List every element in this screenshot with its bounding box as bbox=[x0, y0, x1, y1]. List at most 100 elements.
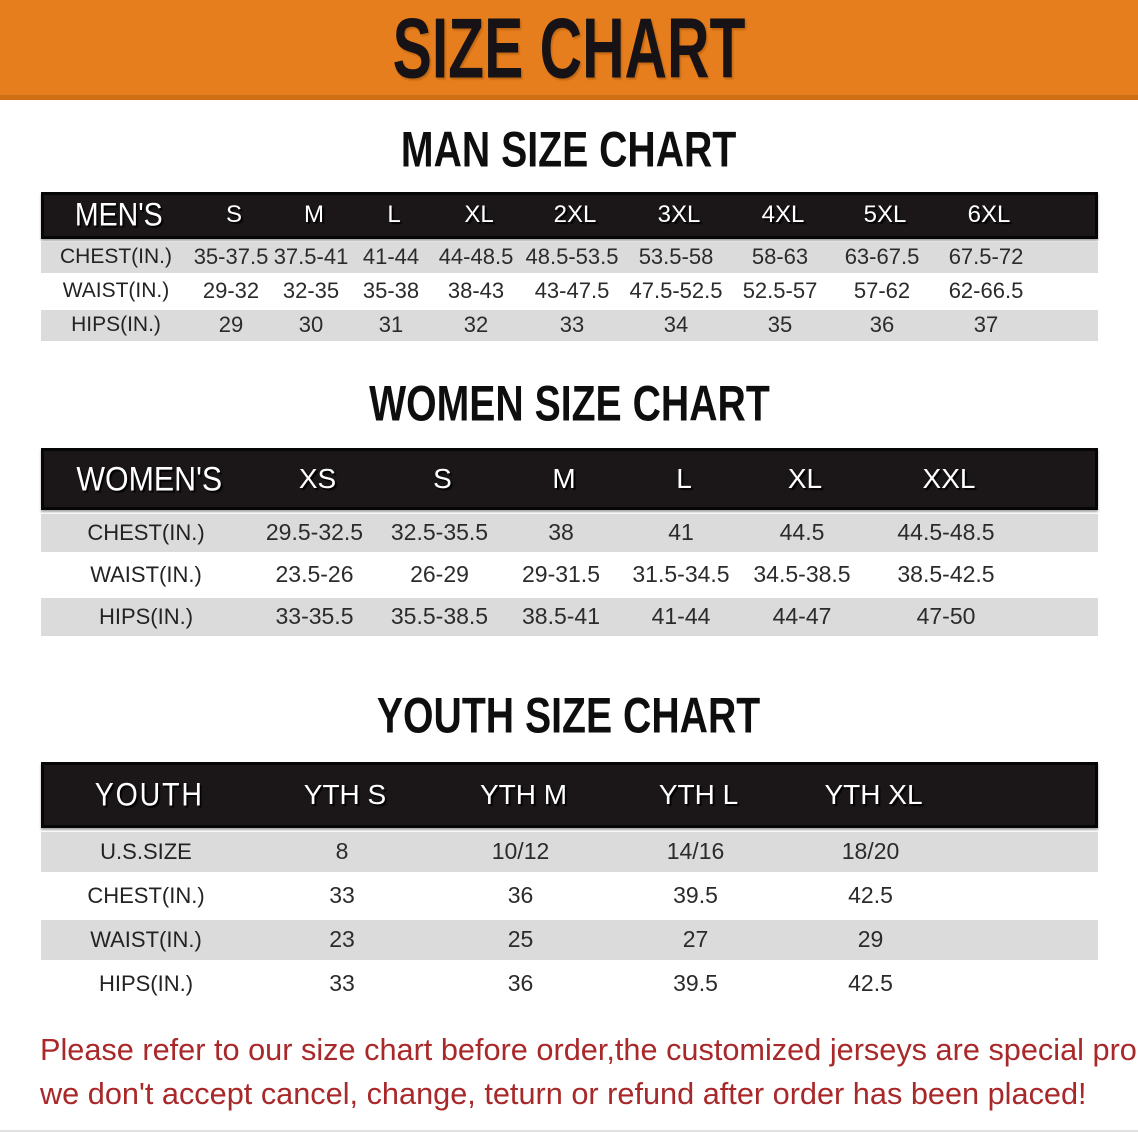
size-cell: 14/16 bbox=[666, 838, 725, 865]
size-cell: 44-48.5 bbox=[438, 244, 514, 270]
size-cell: 33 bbox=[329, 882, 355, 909]
size-cell: 53.5-58 bbox=[638, 244, 714, 270]
row-label: HIPS(IN.) bbox=[98, 970, 194, 996]
men-table-corner-label: MEN'S bbox=[44, 196, 194, 234]
size-cell: 36 bbox=[507, 882, 534, 909]
size-cell: 52.5-57 bbox=[742, 278, 818, 304]
size-cell: 36 bbox=[869, 312, 895, 338]
size-cell: 35 bbox=[767, 312, 793, 338]
women-heading-text: WOMEN SIZE CHART bbox=[368, 376, 770, 432]
column-header: L bbox=[676, 462, 692, 494]
size-cell: 29 bbox=[857, 926, 884, 953]
table-row: WAIST(IN.) 29-32 32-35 35-38 38-43 43-47… bbox=[41, 275, 1098, 307]
table-row: WAIST(IN.) 23 25 27 29 bbox=[41, 919, 1098, 960]
size-cell: 25 bbox=[507, 926, 534, 953]
row-label: CHEST(IN.) bbox=[87, 519, 205, 545]
size-chart-banner: SIZE CHART bbox=[0, 0, 1138, 100]
row-label: CHEST(IN.) bbox=[87, 882, 205, 908]
youth-section-heading: YOUTH SIZE CHART bbox=[0, 689, 1138, 743]
row-label: U.S.SIZE bbox=[100, 838, 192, 864]
women-table-label-text: WOMEN'S bbox=[76, 458, 222, 498]
size-cell: 29-32 bbox=[202, 278, 260, 304]
column-header: L bbox=[387, 201, 401, 229]
table-row: WAIST(IN.) 23.5-26 26-29 29-31.5 31.5-34… bbox=[41, 555, 1098, 594]
disclaimer-line-1: Please refer to our size chart before or… bbox=[40, 1031, 1138, 1067]
column-header: M bbox=[304, 201, 324, 229]
size-cell: 27 bbox=[682, 926, 709, 953]
size-cell: 35-37.5 bbox=[193, 244, 269, 270]
size-cell: 41-44 bbox=[651, 603, 711, 630]
size-cell: 18/20 bbox=[841, 838, 900, 865]
size-cell: 38-43 bbox=[447, 278, 505, 304]
size-cell: 38.5-41 bbox=[521, 603, 600, 630]
size-cell: 23 bbox=[329, 926, 355, 953]
women-table-corner-label: WOMEN'S bbox=[44, 458, 254, 498]
women-section-heading: WOMEN SIZE CHART bbox=[0, 376, 1138, 432]
size-cell: 38.5-42.5 bbox=[897, 561, 995, 588]
size-cell: 47.5-52.5 bbox=[629, 278, 723, 304]
column-header: 6XL bbox=[967, 201, 1011, 229]
women-size-table: WOMEN'S XS S M L XL XXL CHEST(IN.) 29.5-… bbox=[41, 447, 1098, 636]
size-cell: 41-44 bbox=[362, 244, 420, 270]
men-section-heading: MAN SIZE CHART bbox=[0, 122, 1138, 178]
men-size-table: MEN'S S M L XL 2XL 3XL 4XL 5XL 6XL CHEST… bbox=[41, 191, 1098, 341]
youth-table-corner-label: YOUTH bbox=[44, 776, 254, 813]
size-cell: 30 bbox=[298, 312, 324, 338]
size-cell: 35-38 bbox=[362, 278, 420, 304]
youth-table-header: YOUTH YTH S YTH M YTH L YTH XL bbox=[41, 761, 1098, 828]
order-disclaimer: Please refer to our size chart before or… bbox=[40, 1028, 1138, 1116]
men-table-header: MEN'S S M L XL 2XL 3XL 4XL 5XL 6XL bbox=[41, 191, 1098, 239]
men-heading-text: MAN SIZE CHART bbox=[401, 122, 737, 178]
size-cell: 32-35 bbox=[282, 278, 340, 304]
size-cell: 47-50 bbox=[916, 603, 976, 630]
disclaimer-line-2: we don't accept cancel, change, teturn o… bbox=[40, 1075, 1087, 1111]
row-label: HIPS(IN.) bbox=[71, 313, 161, 337]
table-row: CHEST(IN.) 35-37.5 37.5-41 41-44 44-48.5… bbox=[41, 241, 1098, 273]
size-cell: 32 bbox=[463, 312, 489, 338]
size-cell: 34.5-38.5 bbox=[753, 561, 851, 588]
size-cell: 67.5-72 bbox=[948, 244, 1024, 270]
size-cell: 44.5-48.5 bbox=[897, 519, 995, 546]
size-cell: 36 bbox=[507, 970, 534, 997]
size-cell: 10/12 bbox=[491, 838, 550, 865]
column-header: XL bbox=[787, 462, 823, 494]
size-cell: 31.5-34.5 bbox=[632, 561, 730, 588]
table-row: CHEST(IN.) 29.5-32.5 32.5-35.5 38 41 44.… bbox=[41, 513, 1098, 552]
men-table-label-text: MEN'S bbox=[75, 196, 163, 234]
size-cell: 26-29 bbox=[410, 561, 469, 588]
size-cell: 37 bbox=[973, 312, 999, 338]
size-cell: 29 bbox=[218, 312, 244, 338]
column-header: S bbox=[433, 462, 452, 494]
table-row: HIPS(IN.) 33 36 39.5 42.5 bbox=[41, 963, 1098, 1004]
size-cell: 31 bbox=[378, 312, 404, 338]
column-header: S bbox=[225, 201, 242, 229]
row-label: CHEST(IN.) bbox=[60, 245, 172, 269]
column-header: 5XL bbox=[863, 201, 907, 229]
column-header: YTH L bbox=[658, 778, 739, 810]
size-cell: 35.5-38.5 bbox=[390, 603, 489, 630]
size-cell: 33-35.5 bbox=[275, 603, 354, 630]
column-header: 3XL bbox=[657, 201, 701, 229]
table-row: HIPS(IN.) 29 30 31 32 33 34 35 36 37 bbox=[41, 309, 1098, 341]
size-chart-title: SIZE CHART bbox=[392, 0, 746, 96]
size-cell: 62-66.5 bbox=[948, 278, 1024, 304]
column-header: 4XL bbox=[761, 201, 805, 229]
column-header: M bbox=[552, 462, 576, 494]
size-cell: 29-31.5 bbox=[521, 561, 600, 588]
size-cell: 44-47 bbox=[772, 603, 832, 630]
size-cell: 23.5-26 bbox=[275, 561, 354, 588]
size-cell: 42.5 bbox=[848, 882, 893, 909]
size-cell: 33 bbox=[559, 312, 585, 338]
size-cell: 39.5 bbox=[673, 882, 718, 909]
women-table-header: WOMEN'S XS S M L XL XXL bbox=[41, 447, 1098, 510]
table-row: U.S.SIZE 8 10/12 14/16 18/20 bbox=[41, 831, 1098, 872]
column-header: 2XL bbox=[553, 201, 597, 229]
youth-size-table: YOUTH YTH S YTH M YTH L YTH XL U.S.SIZE … bbox=[41, 761, 1098, 1004]
column-header: XL bbox=[464, 201, 494, 229]
column-header: XXL bbox=[922, 462, 976, 494]
size-cell: 38 bbox=[548, 519, 574, 546]
row-label: WAIST(IN.) bbox=[62, 279, 170, 303]
size-cell: 33 bbox=[329, 970, 355, 997]
size-cell: 41 bbox=[668, 519, 694, 546]
